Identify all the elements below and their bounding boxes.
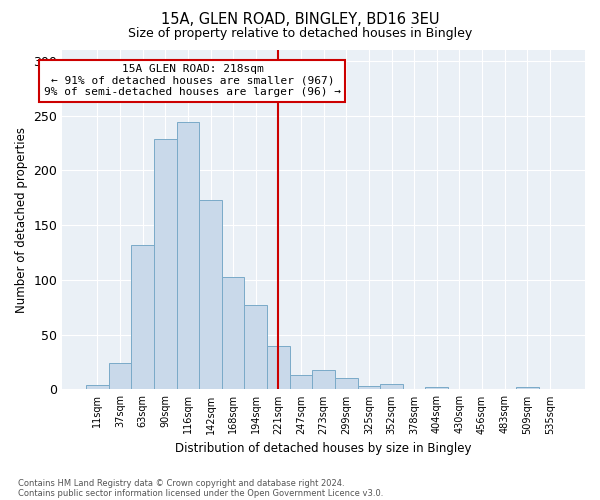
- Bar: [380, 384, 403, 390]
- Bar: [425, 387, 448, 390]
- Bar: [358, 386, 380, 390]
- Text: 15A GLEN ROAD: 218sqm
← 91% of detached houses are smaller (967)
9% of semi-deta: 15A GLEN ROAD: 218sqm ← 91% of detached …: [44, 64, 341, 98]
- Bar: [131, 245, 154, 390]
- Bar: [313, 370, 335, 390]
- Bar: [109, 363, 131, 390]
- Bar: [154, 138, 176, 390]
- Bar: [199, 200, 222, 390]
- Text: Contains public sector information licensed under the Open Government Licence v3: Contains public sector information licen…: [18, 488, 383, 498]
- Bar: [222, 276, 244, 390]
- Bar: [244, 305, 267, 390]
- X-axis label: Distribution of detached houses by size in Bingley: Distribution of detached houses by size …: [175, 442, 472, 455]
- Bar: [335, 378, 358, 390]
- Bar: [176, 122, 199, 390]
- Bar: [267, 346, 290, 390]
- Bar: [516, 387, 539, 390]
- Y-axis label: Number of detached properties: Number of detached properties: [15, 126, 28, 312]
- Text: 15A, GLEN ROAD, BINGLEY, BD16 3EU: 15A, GLEN ROAD, BINGLEY, BD16 3EU: [161, 12, 439, 28]
- Bar: [290, 375, 313, 390]
- Text: Size of property relative to detached houses in Bingley: Size of property relative to detached ho…: [128, 28, 472, 40]
- Text: Contains HM Land Registry data © Crown copyright and database right 2024.: Contains HM Land Registry data © Crown c…: [18, 478, 344, 488]
- Bar: [86, 385, 109, 390]
